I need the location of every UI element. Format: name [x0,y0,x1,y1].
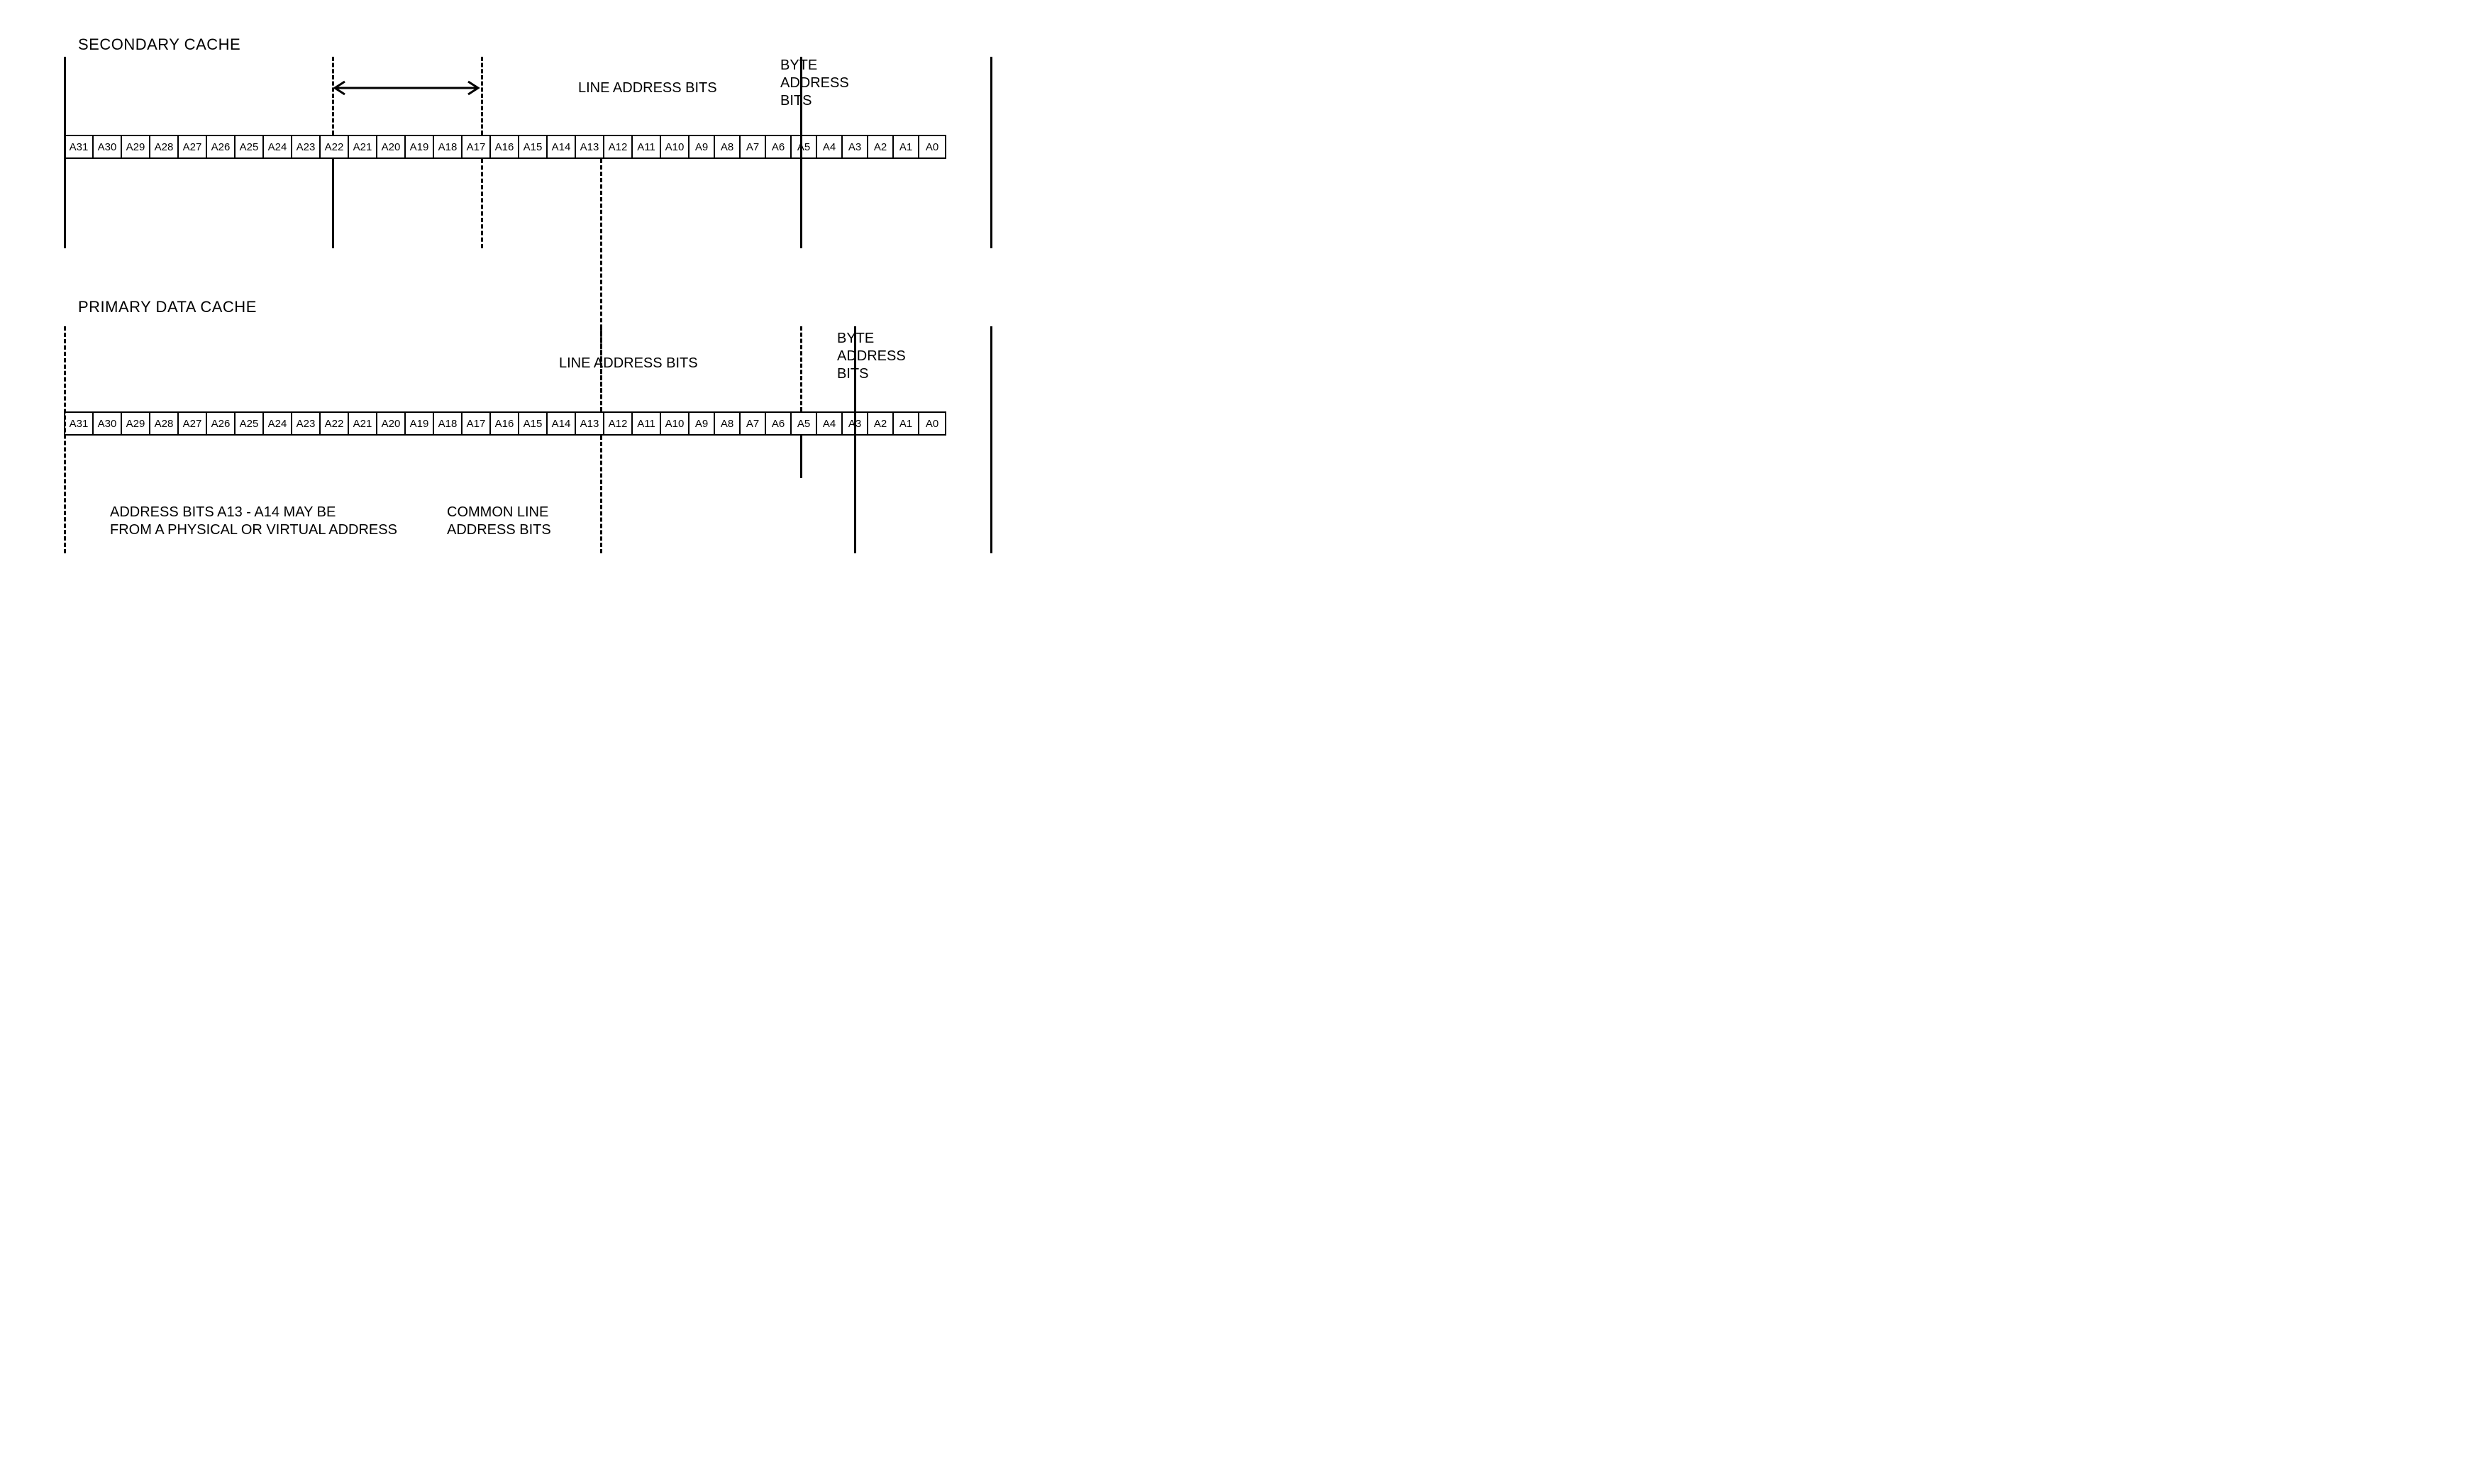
bit-cell-a18: A18 [434,136,463,157]
bit-cell-a14: A14 [548,136,576,157]
bit-cell-a10: A10 [661,136,690,157]
bit-cell-a30: A30 [94,413,122,434]
pri-vline-a5 [854,326,856,553]
secondary-arrow [332,79,481,96]
bit-cell-a20: A20 [377,136,406,157]
secondary-cache-title: SECONDARY CACHE [78,35,240,54]
bit-cell-a1: A1 [894,136,919,157]
pri-vline-a7-bot [800,436,802,478]
bit-cell-a15: A15 [519,136,548,157]
bit-cell-a27: A27 [179,413,207,434]
bit-cell-a22: A22 [321,413,349,434]
primary-line-address-label: LINE ADDRESS BITS [559,355,698,372]
bit-cell-a21: A21 [349,413,377,434]
footnote-left: ADDRESS BITS A13 - A14 MAY BE FROM A PHY… [110,504,397,539]
bit-cell-a8: A8 [715,413,741,434]
sec-vline-right [990,57,992,248]
bit-cell-a4: A4 [817,413,843,434]
bit-cell-a2: A2 [868,413,894,434]
bit-cell-a5: A5 [792,136,817,157]
bit-cell-a27: A27 [179,136,207,157]
bit-cell-a26: A26 [207,136,236,157]
bit-cell-a31: A31 [65,136,94,157]
pri-vline-left [64,326,66,553]
bit-cell-a8: A8 [715,136,741,157]
sec-vline-mid-top [481,57,483,135]
bit-cell-a23: A23 [292,413,321,434]
bit-cell-a11: A11 [633,136,661,157]
pri-vline-right [990,326,992,553]
bit-cell-a22: A22 [321,136,349,157]
sec-vline-arrow-left-top [332,57,334,135]
sec-vline-left [64,57,66,248]
bit-cell-a3: A3 [843,136,868,157]
bit-cell-a16: A16 [491,413,519,434]
bit-cell-a7: A7 [741,136,766,157]
bit-cell-a7: A7 [741,413,766,434]
sec-vline-arrow-left-bot [332,159,334,248]
cache-address-diagram: SECONDARY CACHE LINE ADDRESS BITS BYTE A… [28,28,1007,582]
bit-cell-a1: A1 [894,413,919,434]
bit-cell-a12: A12 [604,136,633,157]
bit-cell-a13: A13 [576,136,604,157]
bit-cell-a29: A29 [122,136,150,157]
bit-cell-a9: A9 [690,136,715,157]
bit-cell-a24: A24 [264,413,292,434]
secondary-bit-row: A31A30A29A28A27A26A25A24A23A22A21A20A19A… [64,135,946,159]
bit-cell-a26: A26 [207,413,236,434]
bit-cell-a4: A4 [817,136,843,157]
bit-cell-a16: A16 [491,136,519,157]
sec-vline-mid-bot [481,159,483,248]
bit-cell-a18: A18 [434,413,463,434]
pri-vline-mid-bot [600,436,602,553]
primary-bit-row: A31A30A29A28A27A26A25A24A23A22A21A20A19A… [64,411,946,436]
bit-cell-a30: A30 [94,136,122,157]
bit-cell-a29: A29 [122,413,150,434]
bit-cell-a2: A2 [868,136,894,157]
bit-cell-a23: A23 [292,136,321,157]
sec-vline-byte [800,57,802,248]
bit-cell-a19: A19 [406,136,434,157]
bit-cell-a20: A20 [377,413,406,434]
secondary-line-address-label: LINE ADDRESS BITS [578,79,717,97]
bit-cell-a12: A12 [604,413,633,434]
bit-cell-a10: A10 [661,413,690,434]
bit-cell-a21: A21 [349,136,377,157]
bit-cell-a0: A0 [919,136,945,157]
bit-cell-a11: A11 [633,413,661,434]
bit-cell-a25: A25 [236,413,264,434]
bit-cell-a6: A6 [766,136,792,157]
secondary-byte-address-label: BYTE ADDRESS BITS [780,57,849,110]
bit-cell-a25: A25 [236,136,264,157]
footnote-right: COMMON LINE ADDRESS BITS [447,504,551,539]
pri-vline-a7-top [800,326,802,411]
primary-cache-title: PRIMARY DATA CACHE [78,298,257,316]
bit-cell-a9: A9 [690,413,715,434]
pri-vline-mid-top [600,326,602,411]
bit-cell-a17: A17 [463,413,491,434]
bit-cell-a24: A24 [264,136,292,157]
bit-cell-a5: A5 [792,413,817,434]
bit-cell-a0: A0 [919,413,945,434]
bit-cell-a17: A17 [463,136,491,157]
bit-cell-a19: A19 [406,413,434,434]
bit-cell-a31: A31 [65,413,94,434]
bit-cell-a14: A14 [548,413,576,434]
bit-cell-a13: A13 [576,413,604,434]
bit-cell-a28: A28 [150,136,179,157]
primary-byte-address-label: BYTE ADDRESS BITS [837,330,906,383]
bit-cell-a28: A28 [150,413,179,434]
bit-cell-a6: A6 [766,413,792,434]
bit-cell-a15: A15 [519,413,548,434]
